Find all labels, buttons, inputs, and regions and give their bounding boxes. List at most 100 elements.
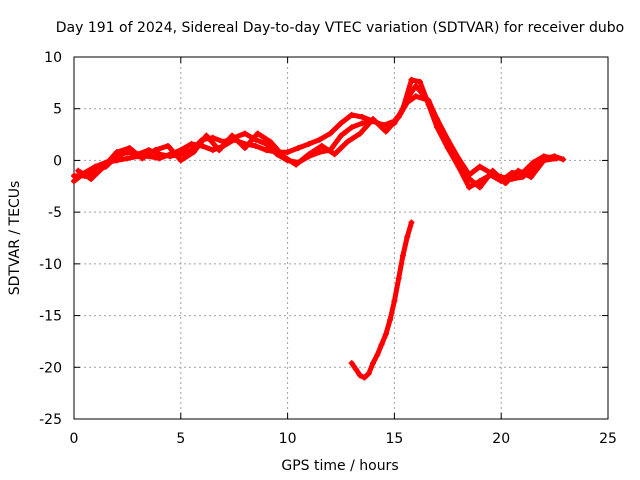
data-point [152,147,159,154]
data-point [399,252,406,259]
data-point [530,159,537,166]
data-point [293,161,300,168]
data-point [348,360,355,367]
data-point [352,366,359,373]
data-point [476,184,483,191]
x-tick-label: 20 [492,431,510,447]
data-point [348,111,355,118]
data-point [338,132,344,139]
data-point [489,167,496,174]
y-tick-label: 5 [53,102,62,118]
data-point [188,140,195,147]
y-tick-label: 0 [53,153,62,169]
data-point [75,167,82,174]
series-line [349,220,414,381]
data-point [241,145,248,152]
data-point [412,82,419,89]
data-point [378,341,385,348]
axis-ticks: 0 5 10 15 20 25 -25 -20 -15 -10 -5 0 5 10 [39,50,617,447]
y-axis-label: SDTVAR / TECUs [7,181,23,296]
data-point [540,157,547,164]
series-2 [71,76,558,191]
x-tick-label: 10 [279,431,297,447]
data-point [417,78,424,85]
data-point [359,120,366,127]
data-point [348,124,355,131]
series-line [71,77,558,190]
data-point [177,157,184,164]
data-point [382,331,389,338]
y-tick-label: -10 [39,257,62,273]
x-tick-label: 5 [176,431,185,447]
data-point [284,149,291,156]
plot-frame [73,56,609,420]
data-point [408,76,415,83]
data-point [305,151,312,158]
data-point [209,147,216,154]
data-point [553,155,560,162]
series-line [71,83,566,182]
data-point [438,126,445,133]
data-point [203,132,210,139]
data-point [528,173,535,180]
data-point [515,167,522,174]
data-point [327,130,334,137]
data-point [252,142,259,149]
data-point [88,176,95,183]
data-point [502,180,509,187]
data-point [560,156,567,163]
data-point [241,130,248,137]
data-point [92,163,99,170]
data-point [267,138,274,145]
data-point [404,233,411,240]
data-point [254,130,261,137]
series-4 [348,219,415,381]
data-point [139,155,146,162]
data-point [338,120,344,127]
data-point [361,374,368,381]
y-tick-label: -5 [48,205,62,221]
data-point [177,147,184,154]
data-point [71,178,77,185]
data-point [126,145,133,152]
series-3 [75,93,560,191]
data-point [387,316,394,323]
chart-title: Day 191 of 2024, Sidereal Day-to-day VTE… [56,20,624,36]
data-point [404,99,411,106]
x-tick-label: 0 [70,431,79,447]
series-layer [71,76,567,381]
data-point [370,116,377,123]
data-point [359,113,366,120]
data-point [100,163,107,170]
data-point [476,163,483,170]
data-point [408,219,415,226]
data-point [425,97,432,104]
y-tick-label: -25 [39,412,62,428]
data-point [190,149,197,156]
data-point [395,275,402,282]
data-point [216,147,223,154]
data-point [357,372,364,379]
data-point [374,351,381,358]
x-axis-label: GPS time / hours [281,458,398,474]
data-point [331,151,338,158]
data-point [370,360,377,367]
data-point [318,142,325,149]
data-point [357,130,364,137]
data-point [164,142,171,149]
data-point [229,132,236,139]
grid [74,57,608,419]
x-tick-label: 15 [385,431,403,447]
data-point [391,298,398,305]
data-point [451,151,458,158]
data-point [263,147,270,154]
data-point [412,93,419,100]
data-point [382,128,389,135]
data-point [466,184,473,191]
x-tick-label: 25 [599,431,617,447]
data-point [464,173,471,180]
data-point [365,370,372,377]
y-tick-label: 10 [44,50,62,66]
series-1 [71,82,567,183]
